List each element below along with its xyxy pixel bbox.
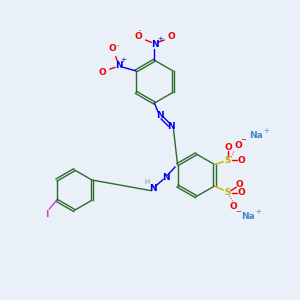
Text: O: O [167, 32, 175, 41]
Text: N: N [149, 184, 157, 193]
Text: O: O [237, 156, 245, 165]
Text: O: O [237, 188, 245, 197]
Text: O: O [230, 202, 237, 211]
Text: N: N [162, 172, 170, 182]
Text: -: - [116, 42, 119, 48]
Text: Na: Na [241, 212, 255, 221]
Text: O: O [98, 68, 106, 77]
Text: -: - [138, 27, 141, 33]
Text: H: H [145, 179, 150, 185]
Text: −: − [240, 137, 246, 143]
Text: S: S [225, 188, 231, 197]
Text: Na: Na [249, 131, 262, 140]
Text: N: N [115, 61, 122, 70]
Text: +: + [120, 57, 126, 63]
Text: O: O [224, 142, 232, 152]
Text: O: O [236, 180, 244, 189]
Text: +: + [157, 36, 163, 42]
Text: O: O [134, 32, 142, 41]
Text: S: S [225, 156, 231, 165]
Text: I: I [45, 210, 49, 219]
Text: N: N [156, 111, 164, 120]
Text: O: O [109, 44, 117, 53]
Text: N: N [151, 40, 158, 49]
Text: −: − [236, 208, 242, 214]
Text: O: O [235, 141, 243, 150]
Text: N: N [167, 122, 175, 131]
Text: +: + [256, 209, 262, 215]
Text: +: + [263, 128, 269, 134]
